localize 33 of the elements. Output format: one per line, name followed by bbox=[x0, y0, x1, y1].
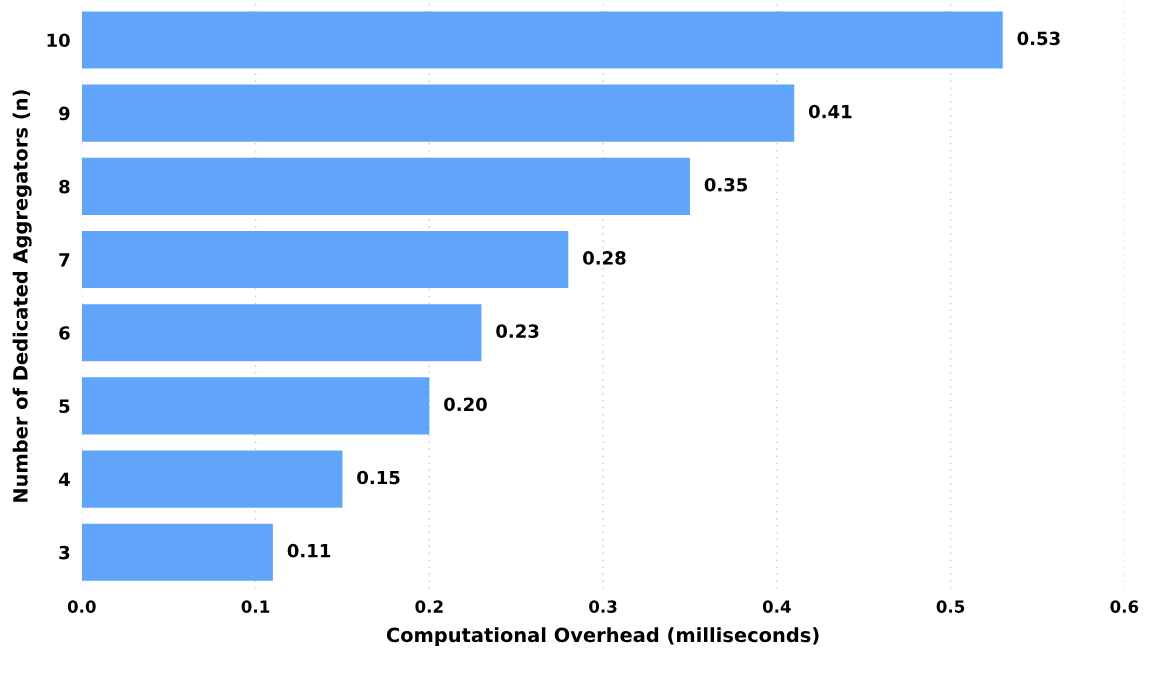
x-tick-label: 0.1 bbox=[241, 600, 270, 613]
x-tick-label: 0.3 bbox=[589, 600, 617, 613]
y-tick-label: 3 bbox=[59, 545, 70, 560]
bar bbox=[81, 230, 569, 289]
data-label: 0.53 bbox=[1017, 31, 1060, 46]
bar bbox=[81, 11, 1003, 69]
bar bbox=[81, 523, 273, 581]
y-axis-title: Number of Dedicated Aggregators (n) bbox=[12, 90, 32, 502]
bar bbox=[81, 84, 795, 142]
data-label: 0.28 bbox=[583, 251, 626, 265]
y-tick-label: 8 bbox=[59, 179, 70, 194]
data-label: 0.35 bbox=[704, 177, 748, 192]
x-tick-label: 0.2 bbox=[415, 600, 443, 613]
data-label: 0.20 bbox=[444, 397, 487, 412]
y-tick-label: 9 bbox=[59, 106, 70, 121]
data-label: 0.41 bbox=[808, 104, 852, 119]
x-tick-label: 0.0 bbox=[67, 600, 96, 613]
x-tick-label: 0.6 bbox=[1110, 600, 1139, 613]
data-label: 0.15 bbox=[357, 470, 400, 485]
y-tick-label: 7 bbox=[59, 253, 70, 267]
x-tick-label: 0.4 bbox=[762, 600, 791, 613]
y-tick-label: 10 bbox=[47, 33, 70, 48]
bar bbox=[81, 450, 343, 508]
data-label: 0.23 bbox=[496, 324, 539, 338]
y-tick-label: 6 bbox=[59, 326, 70, 340]
data-label: 0.11 bbox=[287, 543, 331, 558]
y-tick-label: 5 bbox=[59, 399, 70, 414]
bar bbox=[81, 304, 482, 362]
x-axis-title: Computational Overhead (milliseconds) bbox=[386, 627, 819, 647]
bar bbox=[81, 377, 430, 435]
x-tick-label: 0.5 bbox=[936, 600, 965, 613]
y-tick-label: 4 bbox=[58, 472, 70, 486]
bar bbox=[81, 157, 690, 215]
